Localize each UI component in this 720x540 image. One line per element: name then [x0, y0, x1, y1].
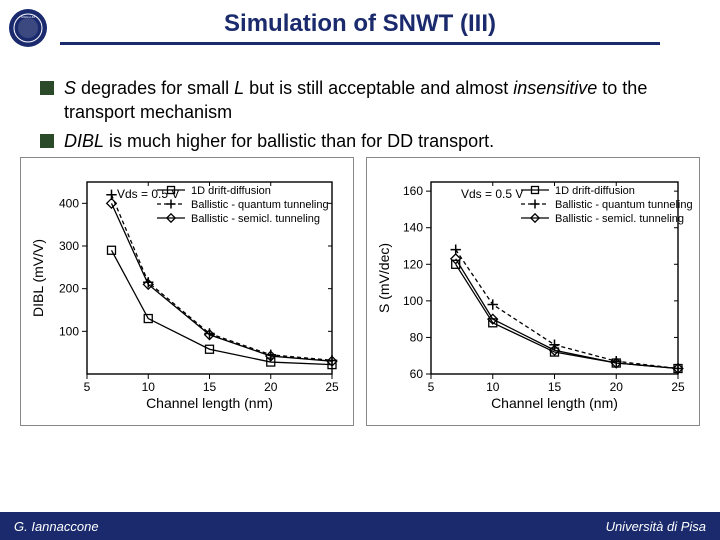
svg-text:80: 80 [410, 330, 424, 344]
page-title: Simulation of SNWT (III) [0, 8, 720, 38]
svg-text:15: 15 [548, 380, 562, 394]
svg-text:Ballistic - semicl. tunneling: Ballistic - semicl. tunneling [555, 213, 684, 225]
svg-text:160: 160 [403, 184, 423, 198]
svg-text:25: 25 [671, 380, 685, 394]
svg-text:Ballistic - quantum tunneling: Ballistic - quantum tunneling [191, 199, 329, 211]
svg-text:5: 5 [84, 380, 91, 394]
svg-text:25: 25 [325, 380, 339, 394]
bullet-text: but is still acceptable and almost [244, 78, 513, 98]
bullet-text: degrades for small [76, 78, 234, 98]
svg-text:20: 20 [264, 380, 278, 394]
svg-text:Ballistic - semicl. tunneling: Ballistic - semicl. tunneling [191, 213, 320, 225]
footer-affiliation: Università di Pisa [606, 519, 706, 534]
s-chart-svg: 5 10 15 20 25 60 80 100 120 140 160 Channel length … [373, 164, 693, 414]
s-chart: 5 10 15 20 25 60 80 100 120 140 160 Channel length … [366, 157, 700, 426]
title-rule [60, 42, 660, 45]
svg-text:Channel length (nm): Channel length (nm) [491, 395, 618, 411]
bullet-marker-icon [40, 81, 54, 95]
svg-text:Ballistic - quantum tunneling: Ballistic - quantum tunneling [555, 199, 693, 211]
bullet-marker-icon [40, 134, 54, 148]
bullet-text-italic: L [234, 78, 244, 98]
svg-text:100: 100 [403, 294, 423, 308]
svg-text:120: 120 [403, 257, 423, 271]
svg-text:Channel length (nm): Channel length (nm) [146, 395, 273, 411]
svg-text:15: 15 [203, 380, 217, 394]
charts-row: 5 10 15 20 25 100 200 300 400 Channel length (nm)… [20, 157, 700, 426]
svg-text:Vds = 0.5 V: Vds = 0.5 V [461, 187, 523, 201]
svg-text:100: 100 [59, 324, 79, 338]
bullet-item: DIBL is much higher for ballistic than f… [40, 129, 680, 153]
svg-text:5: 5 [428, 380, 435, 394]
svg-text:400: 400 [59, 196, 79, 210]
bullet-item: S degrades for small L but is still acce… [40, 76, 680, 125]
university-seal-logo: SIGILLUM [8, 8, 48, 48]
bullet-text-italic: insensitive [513, 78, 597, 98]
svg-text:S (mV/dec): S (mV/dec) [376, 243, 392, 313]
bullet-text-italic: S [64, 78, 76, 98]
svg-text:300: 300 [59, 239, 79, 253]
bullet-list: S degrades for small L but is still acce… [40, 76, 680, 153]
svg-text:20: 20 [610, 380, 624, 394]
svg-text:1D drift-diffusion: 1D drift-diffusion [555, 185, 635, 197]
footer: G. Iannaccone Università di Pisa [0, 512, 720, 540]
bullet-text-italic: DIBL [64, 131, 104, 151]
footer-author: G. Iannaccone [14, 519, 99, 534]
svg-text:10: 10 [142, 380, 156, 394]
svg-text:SIGILLUM: SIGILLUM [21, 15, 36, 19]
svg-text:140: 140 [403, 221, 423, 235]
svg-text:1D drift-diffusion: 1D drift-diffusion [191, 185, 271, 197]
svg-text:DIBL (mV/V): DIBL (mV/V) [30, 239, 46, 317]
dibl-chart: 5 10 15 20 25 100 200 300 400 Channel length (nm)… [20, 157, 354, 426]
svg-text:200: 200 [59, 282, 79, 296]
svg-text:10: 10 [486, 380, 500, 394]
bullet-text: is much higher for ballistic than for DD… [104, 131, 494, 151]
dibl-chart-svg: 5 10 15 20 25 100 200 300 400 Channel length (nm)… [27, 164, 347, 414]
header: SIGILLUM Simulation of SNWT (III) [0, 0, 720, 58]
svg-text:60: 60 [410, 367, 424, 381]
